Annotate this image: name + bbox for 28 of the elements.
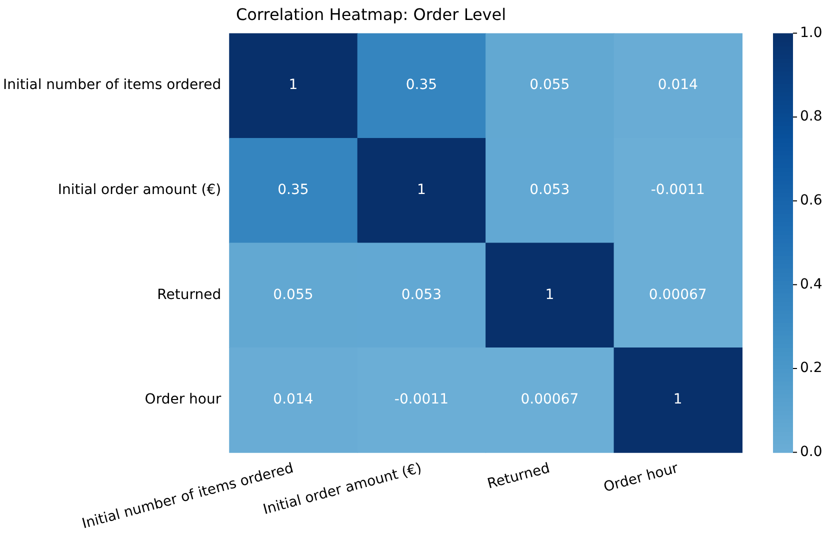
color-bar-label: 0.0 — [800, 444, 822, 460]
y-tick-label: Returned — [157, 286, 222, 303]
chart-title: Correlation Heatmap: Order Level — [236, 4, 506, 24]
data-label: -0.0011 — [650, 182, 705, 198]
data-label: 0.055 — [273, 286, 314, 303]
data-label: 0.053 — [401, 286, 442, 303]
color-bar-label: 0.6 — [800, 192, 822, 208]
data-label: -0.0011 — [394, 392, 448, 408]
data-label: 0.00067 — [520, 392, 579, 408]
color-bar-label: 0.8 — [800, 108, 822, 125]
y-tick-label: Initial number of items ordered — [2, 77, 222, 94]
data-label: 1 — [545, 286, 554, 303]
color-bar-label: 0.2 — [800, 360, 822, 376]
data-label: 0.014 — [658, 77, 698, 94]
data-label: 0.35 — [406, 77, 438, 94]
data-label: 0.055 — [530, 77, 570, 94]
data-label: 0.00067 — [648, 286, 707, 303]
y-tick-label: Order hour — [144, 392, 222, 408]
data-label: 1 — [416, 182, 426, 198]
data-label: 1 — [673, 392, 682, 408]
data-label: 0.014 — [273, 392, 314, 408]
x-tick-label: Order hour — [602, 460, 680, 496]
data-label: 1 — [288, 77, 298, 94]
color-bar-label: 0.4 — [800, 276, 822, 292]
data-label: 0.053 — [530, 182, 570, 198]
data-label: 0.35 — [278, 182, 309, 198]
y-tick-label: Initial order amount (€) — [58, 182, 222, 198]
color-bar-label: 1.0 — [800, 24, 822, 41]
